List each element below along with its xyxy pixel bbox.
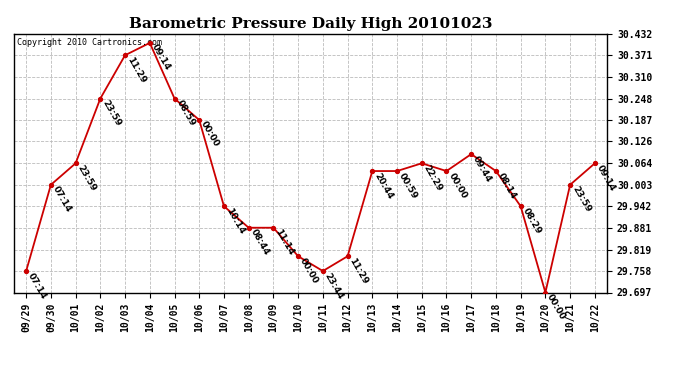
Point (169, 96, 180, 102)
Point (293, 253, 304, 259)
Text: 20:44: 20:44 (373, 171, 395, 201)
Text: 08:14: 08:14 (496, 171, 518, 200)
Point (367, 168, 378, 174)
Text: 09:14: 09:14 (595, 163, 617, 193)
Text: 23:44: 23:44 (323, 271, 345, 300)
Point (194, 117, 205, 123)
Text: 00:00: 00:00 (199, 120, 221, 149)
Point (219, 203, 230, 209)
Text: Copyright 2010 Cartronics.com: Copyright 2010 Cartronics.com (17, 38, 161, 46)
Text: 23:59: 23:59 (570, 185, 592, 214)
Point (119, 52, 130, 58)
Point (589, 160, 600, 166)
Text: 00:00: 00:00 (545, 292, 567, 321)
Point (540, 290, 551, 296)
Point (95, 96, 106, 102)
Point (564, 182, 575, 188)
Text: 11:29: 11:29 (348, 256, 370, 286)
Text: 00:00: 00:00 (446, 171, 469, 200)
Point (441, 168, 452, 174)
Text: 23:59: 23:59 (100, 99, 123, 128)
Point (268, 225, 279, 231)
Point (243, 225, 254, 231)
Text: 09:44: 09:44 (471, 154, 493, 184)
Text: 22:29: 22:29 (422, 163, 444, 193)
Point (416, 160, 427, 166)
Point (46, 182, 57, 188)
Text: 00:00: 00:00 (298, 256, 320, 285)
Text: 08:59: 08:59 (175, 99, 197, 128)
Text: 09:14: 09:14 (150, 43, 172, 72)
Point (515, 203, 526, 209)
Point (491, 168, 502, 174)
Point (466, 151, 477, 157)
Text: 00:59: 00:59 (397, 171, 419, 200)
Text: 07:14: 07:14 (51, 185, 73, 214)
Text: 11:29: 11:29 (125, 55, 147, 85)
Text: 11:14: 11:14 (273, 228, 295, 257)
Point (317, 268, 328, 274)
Text: 23:59: 23:59 (76, 163, 98, 193)
Text: 08:44: 08:44 (248, 228, 271, 257)
Title: Barometric Pressure Daily High 20101023: Barometric Pressure Daily High 20101023 (129, 17, 492, 31)
Point (70, 160, 81, 166)
Point (144, 40, 155, 46)
Text: 08:29: 08:29 (521, 206, 543, 236)
Text: 07:14: 07:14 (26, 271, 48, 300)
Point (391, 168, 402, 174)
Point (342, 253, 353, 259)
Point (21, 268, 32, 274)
Text: 10:14: 10:14 (224, 206, 246, 236)
